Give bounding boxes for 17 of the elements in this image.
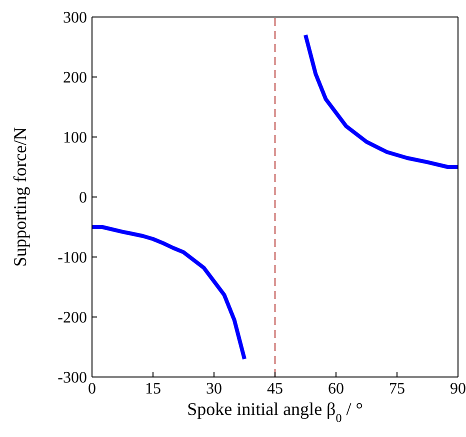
y-tick-label: 300	[63, 10, 87, 27]
x-tick-label: 45	[267, 380, 283, 398]
y-tick-label: -300	[58, 370, 87, 387]
x-tick-label: 30	[206, 380, 222, 398]
y-tick-label: -100	[58, 250, 87, 267]
line-series	[304, 33, 458, 169]
x-tick-label: 15	[145, 380, 161, 398]
x-tick-label: 90	[450, 380, 466, 398]
y-tick-label: 100	[63, 130, 87, 147]
line-series	[92, 225, 246, 361]
x-tick-label: 75	[389, 380, 405, 398]
y-tick-label: 0	[79, 190, 87, 207]
y-axis-title: Supporting force/N	[10, 127, 30, 267]
x-tick-label: 60	[328, 380, 344, 398]
x-axis-title: Spoke initial angle β$_{0}$ / °	[187, 399, 363, 425]
y-tick-label: 200	[63, 70, 87, 87]
y-tick-label: -200	[58, 310, 87, 327]
